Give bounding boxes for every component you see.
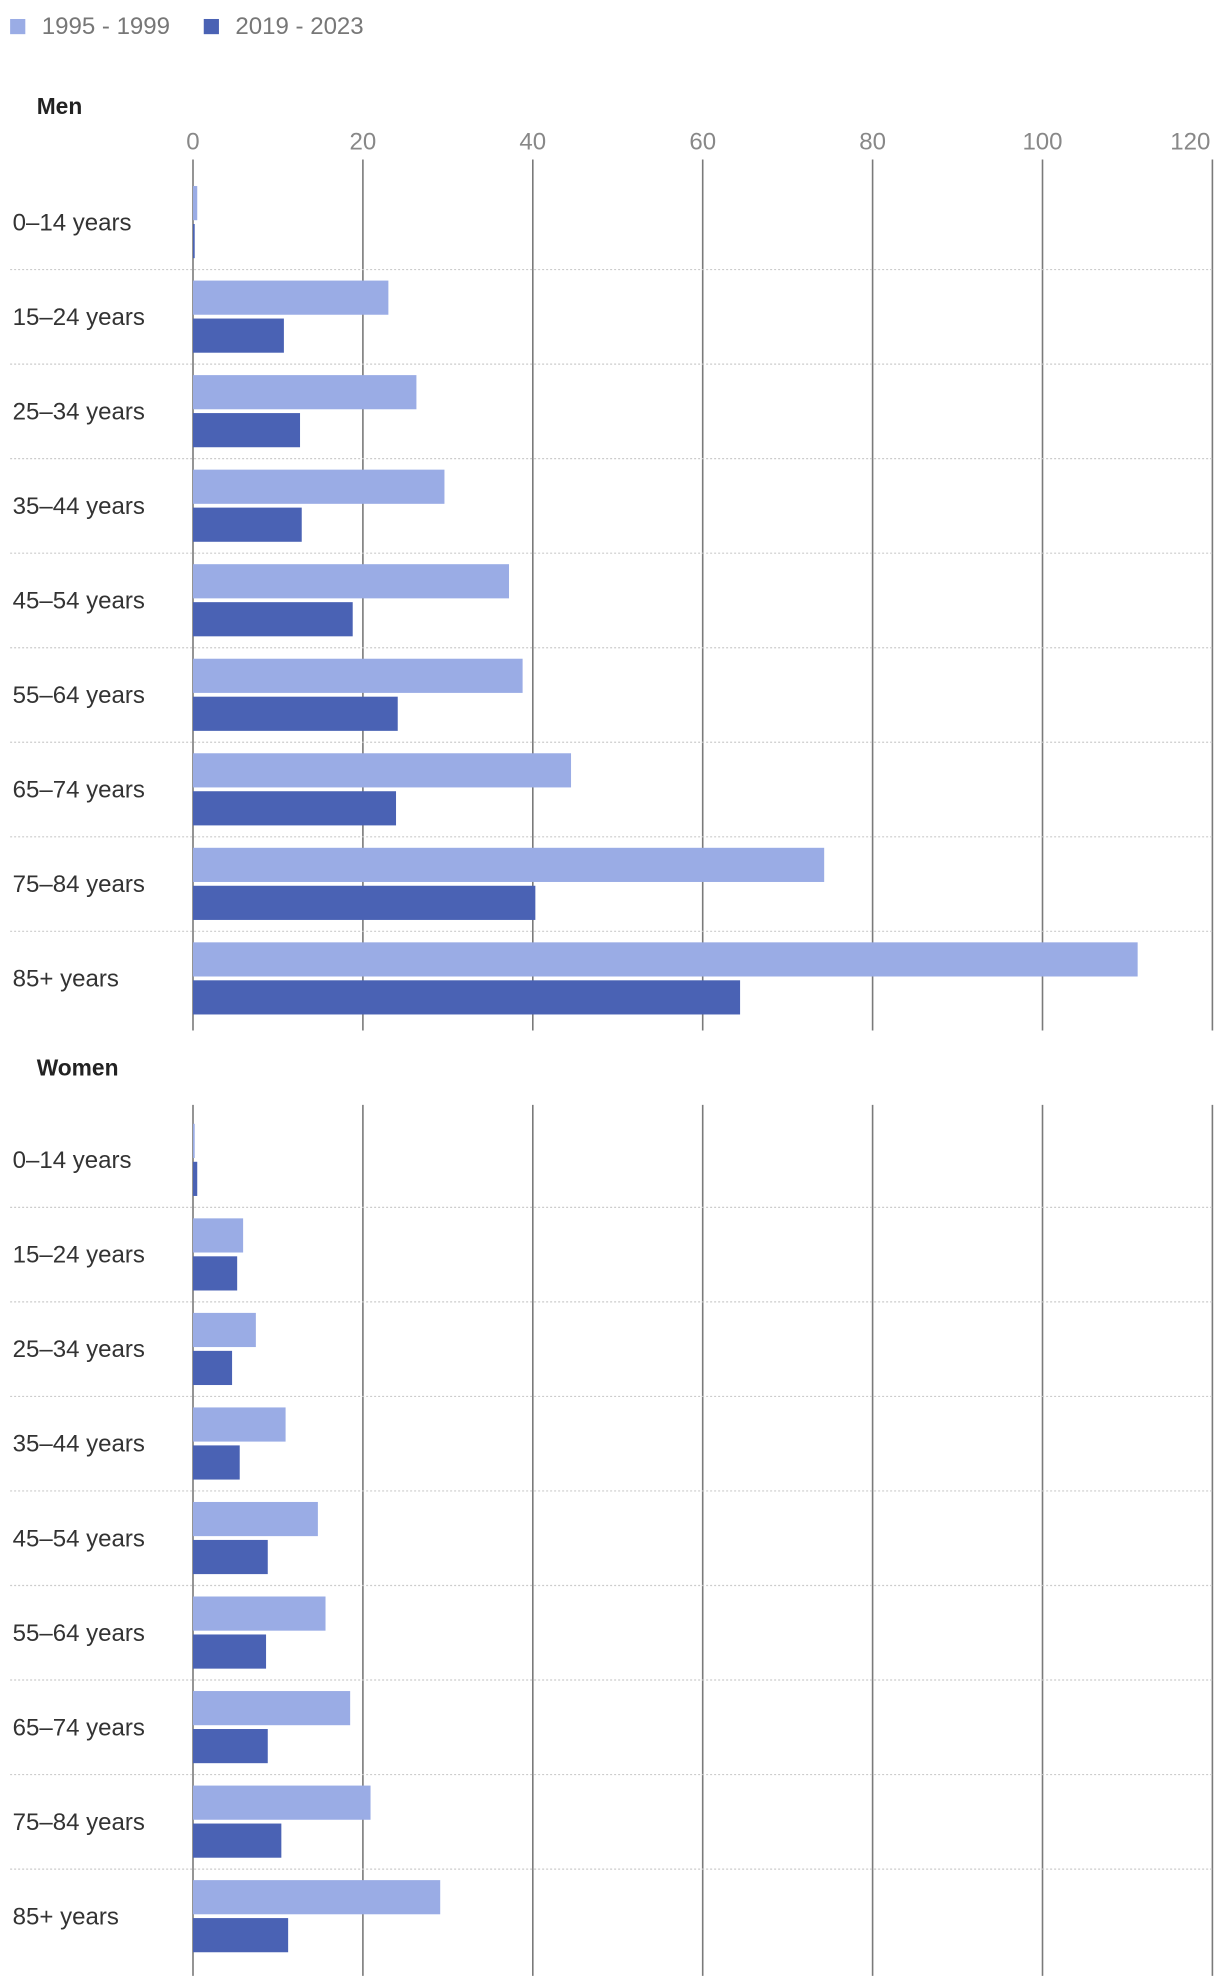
bar-men-1995-1999 — [192, 658, 523, 693]
bar-men-2019-2023 — [192, 507, 302, 542]
x-tick-label: 40 — [519, 128, 546, 155]
category-label-women: 25–34 years — [13, 1336, 145, 1363]
bar-women-2019-2023 — [192, 1634, 267, 1669]
x-tick-label: 80 — [859, 128, 886, 155]
bar-men-2019-2023 — [192, 791, 397, 826]
category-label-women: 85+ years — [13, 1903, 119, 1930]
category-label-men: 35–44 years — [13, 493, 145, 520]
bar-men-1995-1999 — [192, 186, 198, 221]
bar-men-1995-1999 — [192, 375, 417, 410]
panel-title-men: Men — [37, 93, 83, 119]
x-tick-label: 0 — [186, 128, 199, 155]
category-label-men: 15–24 years — [13, 304, 145, 331]
bar-women-1995-1999 — [192, 1785, 371, 1820]
bar-women-2019-2023 — [192, 1918, 289, 1953]
bar-women-1995-1999 — [192, 1596, 326, 1631]
category-label-men: 65–74 years — [13, 777, 145, 804]
panel-title-women: Women — [37, 1055, 119, 1081]
bar-women-1995-1999 — [192, 1218, 244, 1253]
bar-women-2019-2023 — [192, 1729, 268, 1764]
category-label-women: 75–84 years — [13, 1809, 145, 1836]
category-label-women: 0–14 years — [13, 1147, 132, 1174]
legend-swatch-1 — [10, 18, 26, 35]
category-label-women: 35–44 years — [13, 1431, 145, 1458]
category-label-men: 45–54 years — [13, 587, 145, 614]
bar-men-1995-1999 — [192, 280, 389, 315]
bar-men-2019-2023 — [192, 885, 536, 920]
bar-women-2019-2023 — [192, 1539, 268, 1575]
legend-label-1: 1995 - 1999 — [42, 13, 170, 40]
category-label-women: 55–64 years — [13, 1620, 145, 1647]
bar-men-1995-1999 — [192, 564, 510, 599]
bar-men-1995-1999 — [192, 942, 1138, 977]
category-label-men: 75–84 years — [13, 871, 145, 898]
bar-men-2019-2023 — [192, 602, 353, 637]
bar-men-2019-2023 — [192, 696, 398, 731]
bar-women-1995-1999 — [192, 1691, 351, 1726]
bar-women-2019-2023 — [192, 1823, 282, 1858]
category-label-women: 45–54 years — [13, 1525, 145, 1552]
x-tick-label: 120 — [1170, 128, 1210, 155]
bar-women-2019-2023 — [192, 1350, 233, 1386]
bar-women-1995-1999 — [192, 1407, 286, 1442]
bar-men-2019-2023 — [192, 980, 741, 1015]
category-label-men: 25–34 years — [13, 398, 145, 425]
bar-women-1995-1999 — [192, 1880, 441, 1915]
legend-label-2: 2019 - 2023 — [235, 13, 363, 40]
bar-men-2019-2023 — [192, 318, 284, 353]
bar-women-1995-1999 — [192, 1501, 318, 1537]
bar-men-1995-1999 — [192, 753, 572, 788]
bar-women-2019-2023 — [192, 1161, 198, 1196]
x-tick-label: 20 — [350, 128, 377, 155]
bar-men-2019-2023 — [192, 224, 195, 259]
x-tick-label: 100 — [1022, 128, 1062, 155]
category-label-men: 85+ years — [13, 966, 119, 993]
category-label-men: 55–64 years — [13, 682, 145, 709]
bar-men-1995-1999 — [192, 469, 445, 504]
category-label-men: 0–14 years — [13, 209, 132, 236]
bar-women-1995-1999 — [192, 1312, 256, 1348]
bar-men-1995-1999 — [192, 847, 825, 882]
category-label-women: 65–74 years — [13, 1714, 145, 1741]
bar-women-2019-2023 — [192, 1445, 240, 1480]
bar-women-2019-2023 — [192, 1256, 238, 1291]
bar-women-1995-1999 — [192, 1123, 195, 1158]
x-tick-label: 60 — [689, 128, 716, 155]
category-label-women: 15–24 years — [13, 1242, 145, 1269]
bar-men-2019-2023 — [192, 413, 301, 448]
legend-swatch-2 — [203, 18, 219, 35]
